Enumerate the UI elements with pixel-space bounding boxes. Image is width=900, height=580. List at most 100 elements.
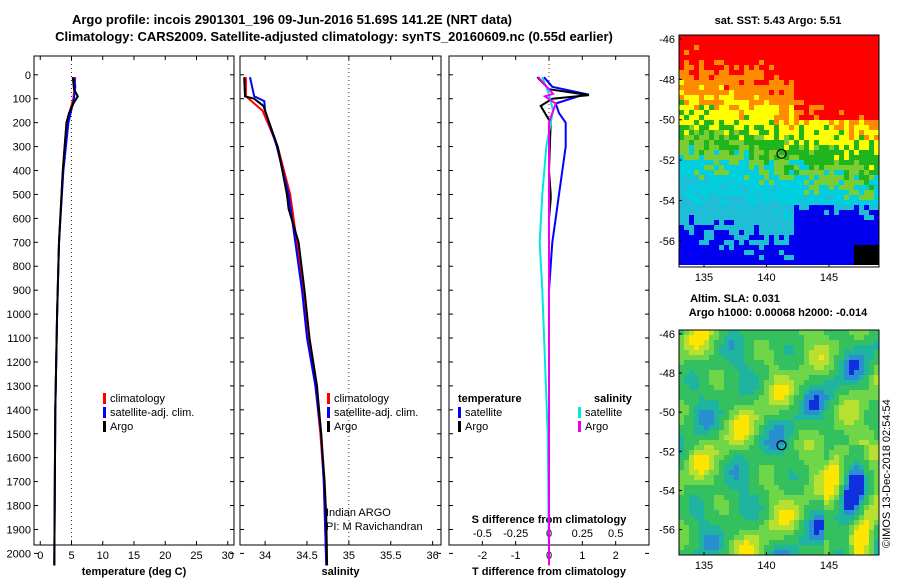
map-cell bbox=[854, 405, 859, 410]
map-cell bbox=[809, 255, 814, 260]
map-cell bbox=[794, 515, 799, 520]
map-cell bbox=[699, 35, 704, 40]
map-cell bbox=[759, 385, 764, 390]
map-cell bbox=[699, 390, 704, 395]
map-cell bbox=[749, 70, 754, 75]
map-cell bbox=[779, 505, 784, 510]
map-cell bbox=[734, 80, 739, 85]
map-cell bbox=[829, 390, 834, 395]
map-cell bbox=[844, 365, 849, 370]
map-cell bbox=[724, 485, 729, 490]
map-cell bbox=[779, 550, 784, 555]
map-cell bbox=[709, 80, 714, 85]
map-cell bbox=[819, 260, 824, 265]
map-cell bbox=[789, 540, 794, 545]
map-cell bbox=[754, 235, 759, 240]
map-cell bbox=[679, 115, 684, 120]
map-cell bbox=[849, 35, 854, 40]
map-cell bbox=[699, 335, 704, 340]
map-cell bbox=[839, 535, 844, 540]
map-cell bbox=[714, 150, 719, 155]
map-cell bbox=[739, 180, 744, 185]
map-cell bbox=[809, 525, 814, 530]
map-cell bbox=[874, 440, 879, 445]
map-cell bbox=[729, 195, 734, 200]
map-cell bbox=[874, 430, 879, 435]
map-cell bbox=[809, 200, 814, 205]
map-cell bbox=[844, 505, 849, 510]
map-cell bbox=[684, 80, 689, 85]
map-cell bbox=[844, 150, 849, 155]
map-cell bbox=[829, 35, 834, 40]
map-cell bbox=[784, 420, 789, 425]
map-cell bbox=[709, 450, 714, 455]
map-cell bbox=[869, 250, 874, 255]
map-cell bbox=[759, 370, 764, 375]
map-cell bbox=[744, 235, 749, 240]
map-cell bbox=[799, 385, 804, 390]
map-cell bbox=[764, 390, 769, 395]
map-cell bbox=[849, 360, 854, 365]
map-cell bbox=[814, 425, 819, 430]
map-cell bbox=[809, 335, 814, 340]
map-cell bbox=[679, 260, 684, 265]
map-cell bbox=[704, 335, 709, 340]
map-cell bbox=[869, 165, 874, 170]
map-cell bbox=[824, 145, 829, 150]
map-cell bbox=[804, 45, 809, 50]
map-cell bbox=[874, 55, 879, 60]
map-cell bbox=[779, 350, 784, 355]
map-cell bbox=[874, 125, 879, 130]
map-cell bbox=[869, 405, 874, 410]
map-cell bbox=[864, 485, 869, 490]
map-cell bbox=[814, 170, 819, 175]
map-cell bbox=[714, 410, 719, 415]
map-cell bbox=[859, 385, 864, 390]
map-cell bbox=[874, 545, 879, 550]
map-cell bbox=[854, 450, 859, 455]
map-cell bbox=[789, 180, 794, 185]
map-cell bbox=[754, 250, 759, 255]
map-cell bbox=[754, 405, 759, 410]
map-cell bbox=[684, 245, 689, 250]
map-cell bbox=[689, 145, 694, 150]
map-cell bbox=[824, 240, 829, 245]
map-cell bbox=[679, 490, 684, 495]
map-cell bbox=[699, 75, 704, 80]
map-cell bbox=[784, 45, 789, 50]
map-cell bbox=[779, 525, 784, 530]
map-cell bbox=[839, 405, 844, 410]
map-cell bbox=[769, 410, 774, 415]
map-cell bbox=[834, 90, 839, 95]
map-cell bbox=[849, 335, 854, 340]
map-cell bbox=[829, 415, 834, 420]
map-y-tick-label: -56 bbox=[659, 236, 675, 248]
map-cell bbox=[874, 105, 879, 110]
map-cell bbox=[709, 145, 714, 150]
map-cell bbox=[744, 330, 749, 335]
map-cell bbox=[799, 160, 804, 165]
map-cell bbox=[714, 445, 719, 450]
map-cell bbox=[869, 455, 874, 460]
map-cell bbox=[839, 185, 844, 190]
map-cell bbox=[774, 70, 779, 75]
map-cell bbox=[779, 195, 784, 200]
map-cell bbox=[704, 450, 709, 455]
map-cell bbox=[794, 540, 799, 545]
map-cell bbox=[679, 70, 684, 75]
map-cell bbox=[774, 345, 779, 350]
map-cell bbox=[794, 235, 799, 240]
map-cell bbox=[719, 215, 724, 220]
map-cell bbox=[759, 135, 764, 140]
map-cell bbox=[854, 215, 859, 220]
map-cell bbox=[794, 105, 799, 110]
map-cell bbox=[684, 50, 689, 55]
map-cell bbox=[764, 200, 769, 205]
map-cell bbox=[694, 480, 699, 485]
map-cell bbox=[779, 180, 784, 185]
map-cell bbox=[769, 400, 774, 405]
map-cell bbox=[809, 135, 814, 140]
map-cell bbox=[834, 425, 839, 430]
map-cell bbox=[839, 225, 844, 230]
map-cell bbox=[849, 415, 854, 420]
